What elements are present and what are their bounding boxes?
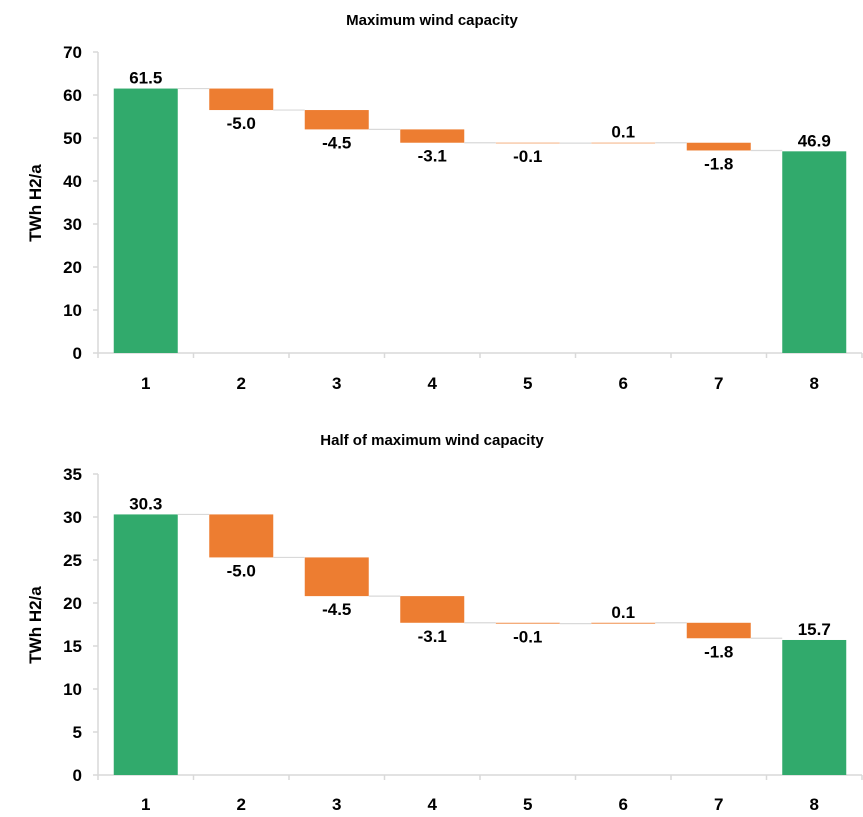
y-tick-label: 10 xyxy=(63,301,82,320)
y-tick-label: 0 xyxy=(73,766,82,785)
total-bar-1 xyxy=(113,514,178,775)
data-label-5: -0.1 xyxy=(513,628,542,647)
change-bar-6 xyxy=(591,142,656,144)
data-label-6: 0.1 xyxy=(611,603,635,622)
change-bar-5 xyxy=(495,142,560,144)
y-tick-label: 30 xyxy=(63,508,82,527)
chart-title: Half of maximum wind capacity xyxy=(320,432,544,449)
data-label-3: -4.5 xyxy=(322,600,351,619)
data-label-7: -1.8 xyxy=(704,642,733,661)
x-tick-label: 2 xyxy=(237,795,246,814)
data-label-8: 46.9 xyxy=(798,131,831,150)
change-bar-6 xyxy=(591,622,656,624)
change-bar-3 xyxy=(304,557,369,597)
change-bar-4 xyxy=(400,596,465,623)
data-label-2: -5.0 xyxy=(227,561,256,580)
change-bar-2 xyxy=(209,514,274,558)
y-tick-label: 15 xyxy=(63,637,82,656)
data-label-7: -1.8 xyxy=(704,154,733,173)
x-tick-label: 1 xyxy=(141,374,150,393)
data-label-2: -5.0 xyxy=(227,114,256,133)
y-tick-label: 30 xyxy=(63,215,82,234)
data-label-1: 61.5 xyxy=(129,69,162,88)
y-tick-label: 0 xyxy=(73,344,82,363)
change-bar-4 xyxy=(400,129,465,143)
x-tick-label: 5 xyxy=(523,795,532,814)
y-tick-label: 5 xyxy=(73,723,82,742)
y-axis-label: TWh H2/a xyxy=(26,586,45,664)
x-tick-label: 4 xyxy=(428,795,438,814)
x-tick-label: 3 xyxy=(332,795,341,814)
y-tick-label: 40 xyxy=(63,172,82,191)
change-bar-7 xyxy=(686,622,751,639)
x-tick-label: 8 xyxy=(810,795,819,814)
x-tick-label: 1 xyxy=(141,795,150,814)
x-tick-label: 8 xyxy=(810,374,819,393)
x-tick-label: 4 xyxy=(428,374,438,393)
data-label-5: -0.1 xyxy=(513,147,542,166)
change-bar-7 xyxy=(686,142,751,151)
change-bar-5 xyxy=(495,622,560,624)
chart-panel-2: Half of maximum wind capacity TWh H2/a 0 5 1… xyxy=(26,432,863,814)
y-tick-label: 50 xyxy=(63,129,82,148)
x-tick-label: 6 xyxy=(619,795,628,814)
data-label-6: 0.1 xyxy=(611,123,635,142)
data-label-4: -3.1 xyxy=(418,147,447,166)
x-tick-label: 3 xyxy=(332,374,341,393)
total-bar-1 xyxy=(113,88,178,354)
y-tick-label: 25 xyxy=(63,551,82,570)
y-tick-label: 20 xyxy=(63,258,82,277)
total-bar-8 xyxy=(782,151,847,353)
x-tick-label: 7 xyxy=(714,795,723,814)
x-tick-label: 2 xyxy=(237,374,246,393)
data-label-3: -4.5 xyxy=(322,133,351,152)
y-axis-label: TWh H2/a xyxy=(26,164,45,242)
x-tick-label: 5 xyxy=(523,374,532,393)
y-tick-label: 35 xyxy=(63,465,82,484)
data-label-8: 15.7 xyxy=(798,620,831,639)
change-bar-2 xyxy=(209,88,274,111)
chart-title: Maximum wind capacity xyxy=(346,12,518,29)
total-bar-8 xyxy=(782,639,847,775)
data-label-1: 30.3 xyxy=(129,494,162,513)
y-tick-label: 20 xyxy=(63,594,82,613)
x-tick-label: 6 xyxy=(619,374,628,393)
change-bar-3 xyxy=(304,110,369,130)
x-tick-label: 7 xyxy=(714,374,723,393)
y-tick-label: 10 xyxy=(63,680,82,699)
y-tick-label: 60 xyxy=(63,86,82,105)
y-tick-label: 70 xyxy=(63,43,82,62)
data-label-4: -3.1 xyxy=(418,627,447,646)
